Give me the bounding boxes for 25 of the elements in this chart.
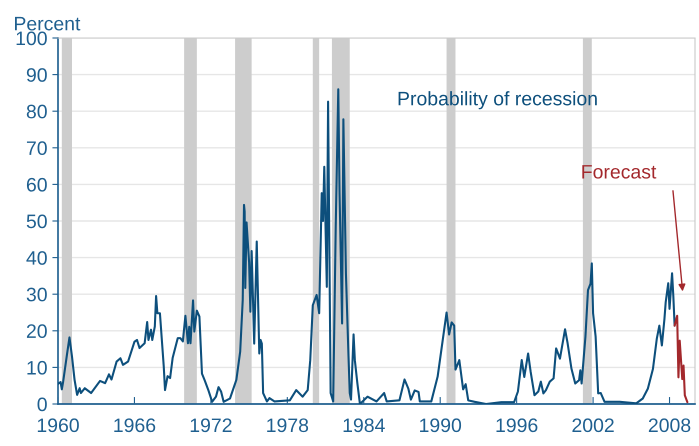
y-tick-label: 70 xyxy=(26,141,47,156)
y-tick-label: 20 xyxy=(26,324,47,338)
x-tick-label: 2002 xyxy=(572,418,614,432)
y-tick-label: 50 xyxy=(26,214,47,228)
line-series xyxy=(58,88,676,404)
y-tick-label: 100 xyxy=(16,31,47,46)
x-tick-label: 1960 xyxy=(38,418,79,432)
y-axis-title: Percent xyxy=(15,16,80,30)
x-tick-label: 1978 xyxy=(267,418,308,432)
x-tick-label: 2008 xyxy=(648,418,690,432)
x-tick-label: 1996 xyxy=(496,418,538,432)
x-tick-label: 1990 xyxy=(420,418,462,432)
y-tick-label: 60 xyxy=(26,178,47,192)
annotation: Probability of recession xyxy=(398,91,597,110)
y-tick-label: 80 xyxy=(26,104,47,118)
x-tick-label: 1966 xyxy=(114,418,156,432)
annotation: Forecast xyxy=(582,165,656,179)
y-tick-label: 90 xyxy=(26,68,47,82)
y-tick-label: 30 xyxy=(26,288,47,302)
y-tick-label: 10 xyxy=(27,360,47,375)
y-tick-label: 0 xyxy=(38,397,47,412)
y-tick-label: 40 xyxy=(26,251,47,265)
line-series xyxy=(674,314,688,404)
x-tick-label: 1972 xyxy=(190,418,232,432)
x-tick-label: 1984 xyxy=(344,418,385,432)
